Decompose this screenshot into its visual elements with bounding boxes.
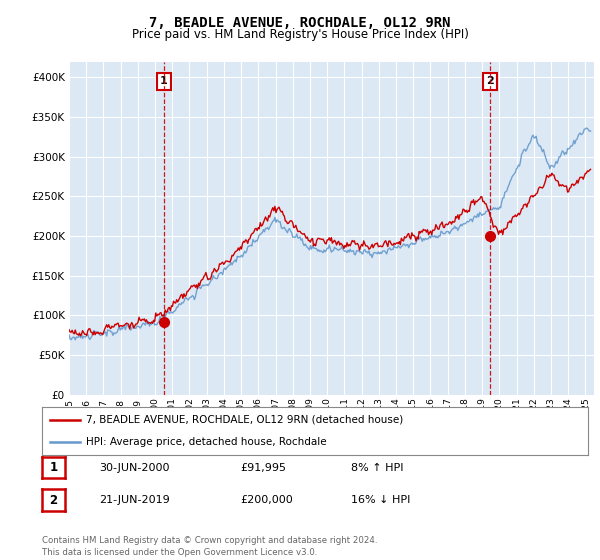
Text: HPI: Average price, detached house, Rochdale: HPI: Average price, detached house, Roch… xyxy=(86,437,326,447)
Text: Contains HM Land Registry data © Crown copyright and database right 2024.
This d: Contains HM Land Registry data © Crown c… xyxy=(42,536,377,557)
Text: 1: 1 xyxy=(160,76,167,86)
Text: 2: 2 xyxy=(49,493,58,507)
Text: 8% ↑ HPI: 8% ↑ HPI xyxy=(351,463,404,473)
Text: 30-JUN-2000: 30-JUN-2000 xyxy=(99,463,170,473)
Text: 21-JUN-2019: 21-JUN-2019 xyxy=(99,495,170,505)
Text: Price paid vs. HM Land Registry's House Price Index (HPI): Price paid vs. HM Land Registry's House … xyxy=(131,28,469,41)
Text: 2: 2 xyxy=(487,76,494,86)
Text: £200,000: £200,000 xyxy=(240,495,293,505)
Text: 1: 1 xyxy=(49,461,58,474)
Text: 7, BEADLE AVENUE, ROCHDALE, OL12 9RN (detached house): 7, BEADLE AVENUE, ROCHDALE, OL12 9RN (de… xyxy=(86,415,403,425)
Text: £91,995: £91,995 xyxy=(240,463,286,473)
Text: 16% ↓ HPI: 16% ↓ HPI xyxy=(351,495,410,505)
Text: 7, BEADLE AVENUE, ROCHDALE, OL12 9RN: 7, BEADLE AVENUE, ROCHDALE, OL12 9RN xyxy=(149,16,451,30)
